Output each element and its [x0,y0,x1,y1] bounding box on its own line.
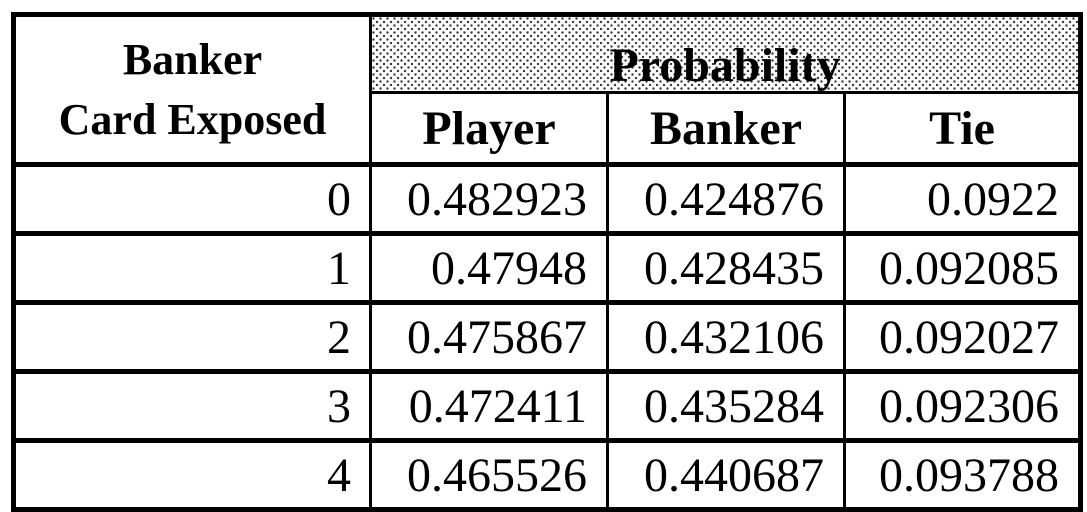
table-row-4: 4 0.465526 0.440687 0.093788 [12,438,1083,511]
banker-card-probability-table: Banker Card Exposed Probability Player B… [11,12,1084,512]
cell-exposed: 2 [12,300,372,373]
cell-tie: 0.0922 [842,162,1083,235]
cell-player: 0.475867 [369,300,609,373]
table-row-3: 3 0.472411 0.435284 0.092306 [12,369,1083,442]
row-header-line2: Card Exposed [58,94,327,144]
group-header-probability: Probability [368,13,1083,94]
cell-exposed: 4 [12,438,372,511]
cell-banker: 0.435284 [606,369,846,442]
cell-player: 0.47948 [369,231,609,304]
row-header-line1: Banker [122,34,263,84]
table-row-1: 1 0.47948 0.428435 0.092085 [12,231,1083,304]
table-row-2: 2 0.475867 0.432106 0.092027 [12,300,1083,373]
group-header-row: Banker Card Exposed Probability [12,13,1083,166]
cell-banker: 0.424876 [606,162,846,235]
column-header-tie: Tie [842,91,1083,166]
column-header-banker: Banker [606,91,846,166]
column-header-row: Player Banker Tie [14,91,1083,166]
table-row-0: 0 0.482923 0.424876 0.0922 [12,162,1083,235]
cell-exposed: 1 [12,231,372,304]
cell-tie: 0.093788 [842,438,1083,511]
cell-exposed: 0 [12,162,372,235]
cell-player: 0.482923 [369,162,609,235]
cell-tie: 0.092027 [842,300,1083,373]
column-header-player: Player [369,91,609,166]
row-header-banker-card-exposed: Banker Card Exposed [12,13,372,166]
probability-table-container: Banker Card Exposed Probability Player B… [11,12,1084,512]
cell-tie: 0.092085 [842,231,1083,304]
cell-player: 0.465526 [369,438,609,511]
cell-exposed: 3 [12,369,372,442]
cell-banker: 0.432106 [606,300,846,373]
cell-player: 0.472411 [369,369,609,442]
cell-banker: 0.440687 [606,438,846,511]
cell-banker: 0.428435 [606,231,846,304]
cell-tie: 0.092306 [842,369,1083,442]
